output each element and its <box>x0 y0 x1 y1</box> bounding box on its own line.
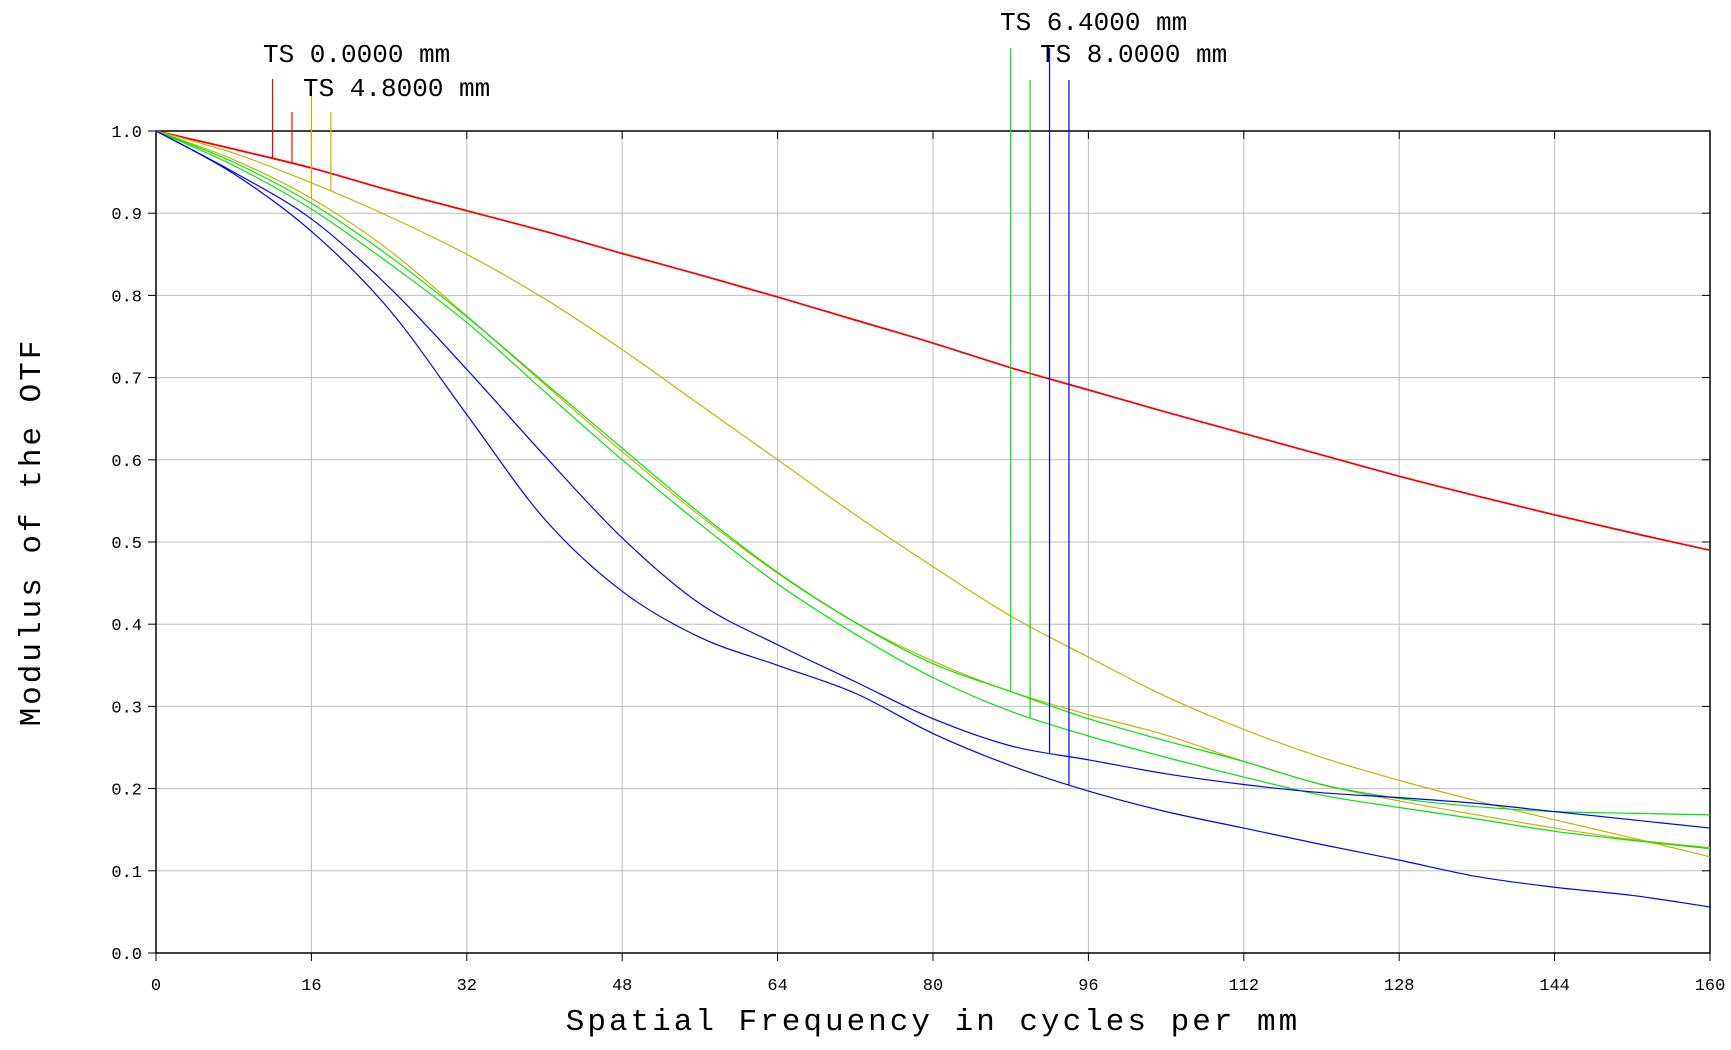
x-tick-label: 64 <box>767 977 787 996</box>
field-label: TS 4.8000 mm <box>303 74 490 104</box>
x-tick-label: 16 <box>301 977 321 996</box>
mtf-curve-t-6-4000 <box>155 130 1711 816</box>
x-tick-label: 48 <box>612 977 632 996</box>
y-tick-label: 0.7 <box>111 371 142 390</box>
x-tick-label: 32 <box>457 977 477 996</box>
x-axis-title: Spatial Frequency in cycles per mm <box>566 1005 1301 1040</box>
y-tick-label: 0.2 <box>111 782 142 801</box>
y-tick-label: 0.8 <box>111 288 142 307</box>
field-label: TS 8.0000 mm <box>1040 40 1227 70</box>
x-axis-ticks: 0 16 32 48 64 80 96 112 128 144 160 <box>151 131 1725 996</box>
y-axis-title: Modulus of the OTF <box>15 338 50 727</box>
x-tick-label: 96 <box>1078 977 1098 996</box>
y-tick-label: 1.0 <box>111 124 142 143</box>
x-tick-label: 160 <box>1695 977 1726 996</box>
field-label: TS 0.0000 mm <box>263 40 450 70</box>
mtf-curve-s-4-8000 <box>155 130 1711 858</box>
y-axis-ticks: 0.0 0.1 0.2 0.3 0.4 0.5 0.6 0.7 0.8 0.9 1.0 <box>111 124 1710 965</box>
y-tick-label: 0.5 <box>111 535 142 554</box>
mtf-curves <box>155 130 1711 908</box>
y-tick-label: 0.6 <box>111 453 142 472</box>
mtf-curve-t-8-0000 <box>155 130 1711 829</box>
x-tick-label: 144 <box>1539 977 1570 996</box>
y-tick-label: 0.4 <box>111 617 142 636</box>
x-tick-label: 128 <box>1384 977 1415 996</box>
mtf-curve-s-0-0000 <box>155 130 1711 552</box>
y-tick-label: 0.0 <box>111 946 142 965</box>
mtf-curve-s-8-0000 <box>155 130 1711 908</box>
mtf-curve-s-6-4000 <box>155 130 1711 850</box>
grid-lines <box>156 131 1710 953</box>
x-tick-label: 112 <box>1228 977 1259 996</box>
mtf-curve-t-4-8000 <box>155 130 1711 849</box>
x-tick-label: 80 <box>923 977 943 996</box>
field-label: TS 6.4000 mm <box>1000 8 1187 38</box>
field-markers <box>271 48 1070 785</box>
x-tick-label: 0 <box>151 977 161 996</box>
y-tick-label: 0.9 <box>111 206 142 225</box>
y-tick-label: 0.1 <box>111 864 142 883</box>
y-tick-label: 0.3 <box>111 699 142 718</box>
